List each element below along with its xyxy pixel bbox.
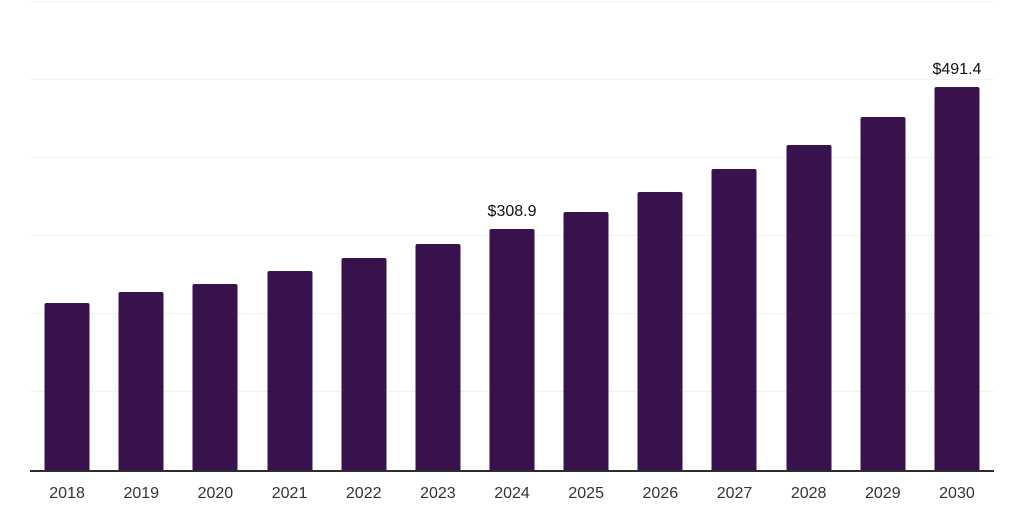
bar-value-label-2030: $491.4: [932, 60, 982, 78]
x-tick-2022: 2022: [345, 485, 382, 502]
gridline-500: [30, 79, 994, 80]
bar-2027[interactable]: [711, 168, 757, 470]
x-tick-2030: 2030: [939, 485, 975, 502]
bar-slot-2022: [327, 0, 401, 470]
bar-slot-2029: [846, 0, 920, 470]
bar-2018[interactable]: [44, 303, 90, 470]
x-tick-2019: 2019: [123, 485, 160, 502]
x-tick-2028: 2028: [790, 485, 827, 502]
bar-2021[interactable]: [267, 270, 313, 470]
bar-2025[interactable]: [563, 211, 609, 470]
x-tick-2018: 2018: [49, 485, 85, 502]
bar-2022[interactable]: [341, 257, 387, 470]
gridline-400: [30, 157, 994, 158]
bar-slot-2030: $491.4: [920, 0, 994, 470]
bar-2019[interactable]: [118, 292, 164, 470]
bar-2023[interactable]: [415, 243, 461, 470]
bar-value-label-2024: $308.9: [487, 203, 537, 221]
x-tick-2029: 2029: [865, 485, 901, 502]
x-tick-2020: 2020: [197, 485, 234, 502]
bar-slot-2024: $308.9: [475, 0, 549, 470]
bar-slot-2021: [252, 0, 326, 470]
x-axis-line: [30, 470, 994, 472]
bar-slot-2028: [772, 0, 846, 470]
bar-slot-2020: [178, 0, 252, 470]
gridline-600: [30, 1, 994, 2]
x-tick-2025: 2025: [568, 485, 604, 502]
bar-slot-2018: [30, 0, 104, 470]
x-tick-2026: 2026: [642, 485, 679, 502]
bar-slot-2025: [549, 0, 623, 470]
bar-slot-2026: [623, 0, 697, 470]
x-tick-2021: 2021: [271, 485, 308, 502]
bar-slot-2027: [697, 0, 771, 470]
bar-slot-2023: [401, 0, 475, 470]
bar-slot-2019: [104, 0, 178, 470]
bar-2024[interactable]: [489, 229, 535, 470]
bar-2029[interactable]: [860, 116, 906, 470]
x-tick-2023: 2023: [420, 485, 456, 502]
bar-2028[interactable]: [786, 144, 832, 470]
bar-2026[interactable]: [637, 192, 683, 470]
x-tick-2027: 2027: [716, 485, 753, 502]
x-tick-2024: 2024: [494, 485, 530, 502]
bars-container: $308.9 $491.4: [30, 0, 994, 470]
plot-area: $308.9 $491.4: [30, 0, 994, 470]
x-axis-labels: 2018 2019 2020 2021 2022 2023 2024 2025 2026 2027…: [30, 484, 994, 503]
bar-2020[interactable]: [192, 283, 238, 470]
bar-2030[interactable]: [934, 86, 980, 470]
